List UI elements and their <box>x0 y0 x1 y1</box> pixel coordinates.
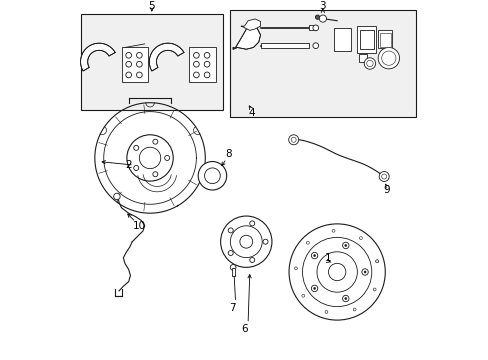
Text: 4: 4 <box>248 108 254 118</box>
Circle shape <box>342 242 348 249</box>
Circle shape <box>313 255 315 257</box>
Bar <box>333 28 351 51</box>
Polygon shape <box>81 43 115 71</box>
Circle shape <box>204 72 209 78</box>
Circle shape <box>230 265 236 270</box>
Circle shape <box>114 193 120 200</box>
Circle shape <box>313 287 315 289</box>
Circle shape <box>378 171 388 181</box>
Circle shape <box>301 294 304 297</box>
Bar <box>308 25 315 30</box>
Bar <box>230 10 415 117</box>
Circle shape <box>153 139 158 144</box>
Circle shape <box>136 53 142 58</box>
Circle shape <box>125 72 131 78</box>
Circle shape <box>375 260 378 263</box>
Circle shape <box>294 267 297 270</box>
Bar <box>122 48 148 82</box>
Circle shape <box>328 263 345 281</box>
Circle shape <box>220 216 271 267</box>
Circle shape <box>249 257 254 262</box>
Bar <box>81 14 223 110</box>
Circle shape <box>125 53 131 58</box>
Circle shape <box>377 48 399 69</box>
Text: 10: 10 <box>133 221 145 231</box>
Text: 2: 2 <box>125 160 132 170</box>
Text: 9: 9 <box>383 185 389 195</box>
Circle shape <box>263 239 267 244</box>
Circle shape <box>325 311 327 314</box>
Circle shape <box>240 235 252 248</box>
Circle shape <box>331 229 334 232</box>
Bar <box>377 30 391 48</box>
Circle shape <box>306 241 309 244</box>
Text: 3: 3 <box>319 1 325 12</box>
Circle shape <box>311 285 317 292</box>
Circle shape <box>361 269 367 275</box>
Circle shape <box>381 51 395 65</box>
Circle shape <box>316 252 357 292</box>
Circle shape <box>249 221 254 226</box>
Circle shape <box>366 60 372 67</box>
Text: 6: 6 <box>241 324 247 334</box>
Circle shape <box>228 251 233 256</box>
Circle shape <box>375 260 378 263</box>
Text: 7: 7 <box>228 303 235 312</box>
Bar <box>356 26 376 53</box>
Bar <box>189 48 216 82</box>
Circle shape <box>381 174 386 179</box>
Circle shape <box>344 297 346 300</box>
Circle shape <box>311 252 317 259</box>
Circle shape <box>126 135 173 181</box>
Circle shape <box>288 135 298 145</box>
Circle shape <box>352 308 355 311</box>
Circle shape <box>342 295 348 302</box>
Circle shape <box>290 137 296 142</box>
Circle shape <box>136 72 142 78</box>
Bar <box>359 30 373 49</box>
Circle shape <box>164 156 169 161</box>
Circle shape <box>153 172 158 177</box>
Circle shape <box>193 72 199 78</box>
Circle shape <box>133 166 139 171</box>
Circle shape <box>139 147 161 168</box>
Circle shape <box>288 224 385 320</box>
Circle shape <box>204 61 209 67</box>
Circle shape <box>125 61 131 67</box>
Circle shape <box>312 43 318 49</box>
Polygon shape <box>241 19 260 30</box>
Circle shape <box>363 271 366 273</box>
Circle shape <box>359 237 362 239</box>
Circle shape <box>198 162 226 190</box>
Circle shape <box>319 15 326 22</box>
Bar <box>231 269 234 276</box>
Polygon shape <box>149 43 183 71</box>
Bar <box>260 43 308 48</box>
Circle shape <box>133 145 139 150</box>
Circle shape <box>312 25 318 31</box>
Text: 1: 1 <box>324 253 331 263</box>
Circle shape <box>344 244 346 247</box>
Circle shape <box>372 288 375 291</box>
Circle shape <box>228 228 233 233</box>
Text: 8: 8 <box>224 149 231 159</box>
Circle shape <box>315 15 319 19</box>
Circle shape <box>204 168 220 184</box>
Text: 5: 5 <box>148 1 155 12</box>
Polygon shape <box>233 21 260 49</box>
Circle shape <box>230 226 262 258</box>
Bar <box>358 54 366 62</box>
Circle shape <box>193 53 199 58</box>
Bar <box>379 32 390 47</box>
Circle shape <box>136 61 142 67</box>
Circle shape <box>204 53 209 58</box>
Circle shape <box>193 61 199 67</box>
Circle shape <box>364 58 375 69</box>
Circle shape <box>302 237 371 307</box>
